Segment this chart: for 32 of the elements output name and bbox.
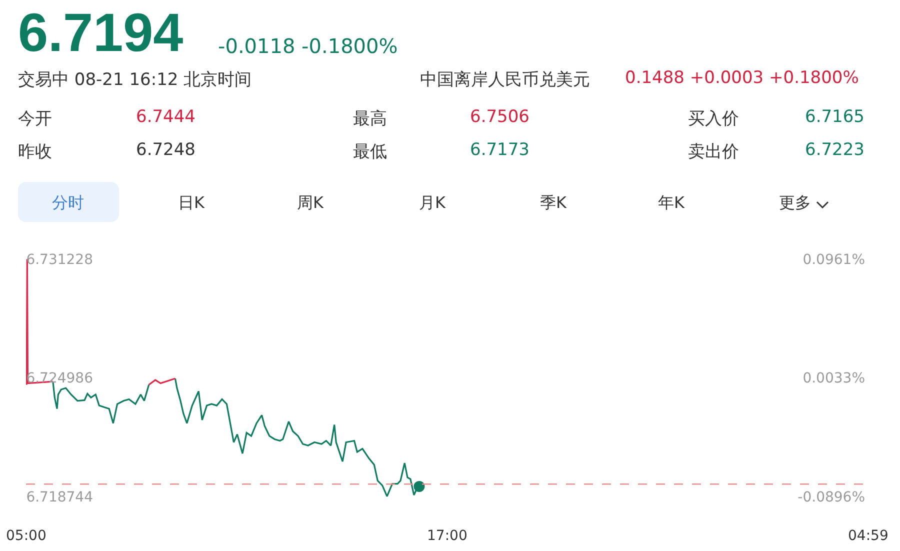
text: 中国离岸人民币兑美元 xyxy=(420,69,590,91)
y-tick-label: 6.731228 xyxy=(26,252,94,268)
text: 昨收 xyxy=(18,141,52,163)
y-tick-label: 6.718744 xyxy=(26,490,94,506)
chart-title: 6.7194 xyxy=(18,2,184,64)
text: 6.7173 xyxy=(470,140,530,160)
x-tick-label: 17:00 xyxy=(427,528,468,544)
text: 月K xyxy=(419,193,446,214)
text: 季K xyxy=(540,193,566,214)
y2-tick-label: -0.0896% xyxy=(798,490,865,506)
text: 分时 xyxy=(52,193,84,214)
text: 更多 xyxy=(779,193,811,214)
x-tick-label: 05:00 xyxy=(6,528,46,544)
text: 卖出价 xyxy=(688,141,739,163)
y2-tick-label: 0.0961% xyxy=(802,252,865,268)
text: 6.7444 xyxy=(136,107,196,127)
text: 日K xyxy=(178,193,204,214)
text: 年K xyxy=(658,193,684,214)
text: 6.7506 xyxy=(470,107,530,127)
text: 6.7223 xyxy=(805,140,864,160)
text: 0.1488 +0.0003 +0.1800% xyxy=(625,68,859,88)
text: 周K xyxy=(297,193,324,214)
y2-tick-label: 0.0033% xyxy=(802,370,865,387)
text: 6.7165 xyxy=(805,107,864,127)
text: 最低 xyxy=(353,141,387,163)
text: 今开 xyxy=(18,108,52,130)
chart-subtitle: -0.0118 -0.1800% xyxy=(218,34,398,58)
text: 最高 xyxy=(353,108,387,130)
text: 交易中 08-21 16:12 北京时间 xyxy=(18,69,252,91)
text: 买入价 xyxy=(688,108,739,130)
text: 6.7248 xyxy=(136,140,196,160)
x-tick-label: 04:59 xyxy=(848,528,888,544)
